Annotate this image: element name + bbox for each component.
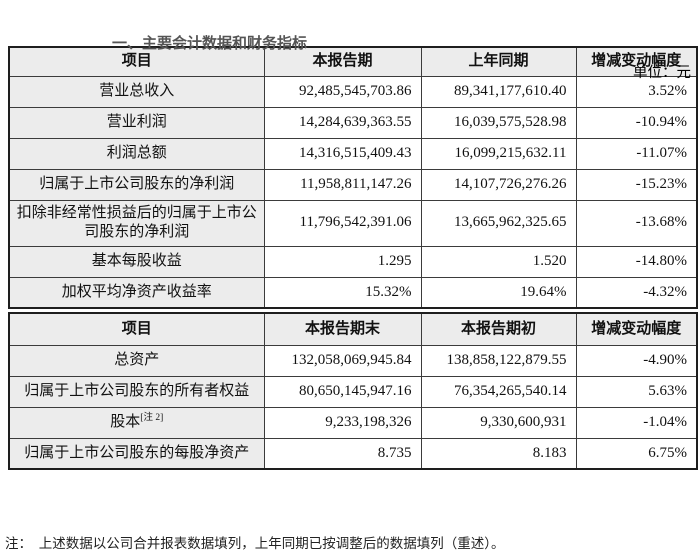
column-header: 项目 (8, 312, 265, 346)
change-value-cell: -13.68% (575, 199, 698, 247)
balance-table-body: 总资产 132,058,069,945.84 138,858,122,879.55-… (8, 344, 698, 470)
table-row: 归属于上市公司股东的所有者权益 80,650,145,947.16 76,354,2… (8, 375, 698, 408)
amount-value-cell: 138,858,122,879.55 (420, 344, 577, 377)
amount-value-cell: 9,330,600,931 (420, 406, 577, 439)
table-row: 利润总额 14,316,515,409.43 16,099,215,632.11 -1… (8, 137, 698, 170)
column-header: 项目 (8, 46, 265, 77)
row-label-cell: 总资产 (8, 344, 265, 377)
row-label-cell: 利润总额 (8, 137, 265, 170)
amount-value-cell: 15.32% (263, 276, 422, 309)
table-row: 营业利润 14,284,639,363.55 16,039,575,528.98 -1… (8, 106, 698, 139)
change-value-cell: 6.75% (575, 437, 698, 470)
row-label: 基本每股收益 (91, 252, 182, 269)
amount-value-cell: 1.295 (263, 245, 422, 278)
amount-value-cell: 14,107,726,276.26 (420, 168, 577, 201)
amount-value-cell: 19.64% (420, 276, 577, 309)
row-label: 归属于上市公司股东的每股净资产 (24, 444, 250, 461)
amount-value-cell: 8.735 (263, 437, 422, 470)
amount-value-cell: 92,485,545,703.86 (263, 75, 422, 108)
table-row: 加权平均净资产收益率 15.32% 19.64% -4.32% (8, 276, 698, 309)
row-label-cell: 归属于上市公司股东的所有者权益 (8, 375, 265, 408)
row-label-cell: 营业总收入 (8, 75, 265, 108)
amount-value-cell: 11,958,811,147.26 (263, 168, 422, 201)
row-label: 营业总收入 (99, 82, 175, 99)
change-value-cell: 3.52% (575, 75, 698, 108)
amount-value-cell: 80,650,145,947.16 (263, 375, 422, 408)
amount-value-cell: 13,665,962,325.65 (420, 199, 577, 247)
row-label: 总资产 (114, 351, 160, 368)
column-header: 上年同期 (420, 46, 577, 77)
table-row: 归属于上市公司股东的每股净资产 8.735 8.183 6.75% (8, 437, 698, 470)
change-value-cell: -14.80% (575, 245, 698, 278)
change-value-cell: 5.63% (575, 375, 698, 408)
amount-value-cell: 132,058,069,945.84 (263, 344, 422, 377)
table-row: 总资产 132,058,069,945.84 138,858,122,879.55-… (8, 344, 698, 377)
row-label: 归属于上市公司股东的所有者权益 (24, 382, 250, 399)
row-label-cell: 营业利润 (8, 106, 265, 139)
income-metrics-table: 项目 本报告期 上年同期 增减变动幅度 营业总收入 92,485,545,703.86 8… (8, 46, 698, 309)
column-header: 本报告期初 (420, 312, 577, 346)
row-label: 扣除非经常性损益后的归属于上市公司股东的净利润 (16, 204, 257, 241)
change-value-cell: -1.04% (575, 406, 698, 439)
row-label-cell: 归属于上市公司股东的净利润 (8, 168, 265, 201)
section-heading-clipped: 一、主要会计数据和财务指标 (112, 36, 308, 52)
balance-table-header: 项目 本报告期末 本报告期初 增减变动幅度 (8, 312, 698, 346)
change-value-cell: -10.94% (575, 106, 698, 139)
amount-value-cell: 14,316,515,409.43 (263, 137, 422, 170)
row-label: 加权平均净资产收益率 (61, 283, 212, 300)
row-label-note-superscript: [注 2] (140, 412, 164, 423)
amount-value-cell: 1.520 (420, 245, 577, 278)
row-label: 营业利润 (106, 113, 167, 130)
table-row: 归属于上市公司股东的净利润 11,958,811,147.26 14,107,726… (8, 168, 698, 201)
amount-value-cell: 9,233,198,326 (263, 406, 422, 439)
header-row: 项目 本报告期末 本报告期初 增减变动幅度 (8, 312, 698, 346)
table-row: 扣除非经常性损益后的归属于上市公司股东的净利润 11,796,542,391.06… (8, 199, 698, 247)
row-label: 股本 (110, 413, 141, 430)
table-row: 基本每股收益 1.295 1.520 -14.80% (8, 245, 698, 278)
amount-value-cell: 14,284,639,363.55 (263, 106, 422, 139)
table-row: 营业总收入 92,485,545,703.86 89,341,177,610.40 3… (8, 75, 698, 108)
income-table-body: 营业总收入 92,485,545,703.86 89,341,177,610.40 3… (8, 75, 698, 309)
amount-value-cell: 16,099,215,632.11 (420, 137, 577, 170)
column-header: 增减变动幅度 (575, 46, 698, 77)
column-header: 增减变动幅度 (575, 312, 698, 346)
amount-value-cell: 89,341,177,610.40 (420, 75, 577, 108)
row-label-cell: 股本[注 2] (8, 406, 265, 439)
amount-value-cell: 8.183 (420, 437, 577, 470)
change-value-cell: -4.32% (575, 276, 698, 309)
header-row: 项目 本报告期 上年同期 增减变动幅度 (8, 46, 698, 77)
row-label-cell: 加权平均净资产收益率 (8, 276, 265, 309)
table-row: 股本[注 2] 9,233,198,326 9,330,600,931 -1.04% (8, 406, 698, 439)
change-value-cell: -11.07% (575, 137, 698, 170)
amount-value-cell: 11,796,542,391.06 (263, 199, 422, 247)
unit-label: 单位：元 (633, 65, 691, 81)
change-value-cell: -15.23% (575, 168, 698, 201)
income-table-header: 项目 本报告期 上年同期 增减变动幅度 (8, 46, 698, 77)
change-value-cell: -4.90% (575, 344, 698, 377)
footnote-clipped: 注： 上述数据以公司合并报表数据填列，上年同期已按调整后的数据填列（重述）。 (5, 536, 505, 551)
amount-value-cell: 76,354,265,540.14 (420, 375, 577, 408)
row-label: 利润总额 (106, 144, 167, 161)
row-label-cell: 扣除非经常性损益后的归属于上市公司股东的净利润 (8, 199, 265, 247)
balance-metrics-table: 项目 本报告期末 本报告期初 增减变动幅度 总资产 132,058,069,945.84… (8, 312, 698, 470)
amount-value-cell: 16,039,575,528.98 (420, 106, 577, 139)
row-label-cell: 基本每股收益 (8, 245, 265, 278)
row-label-cell: 归属于上市公司股东的每股净资产 (8, 437, 265, 470)
column-header: 本报告期末 (263, 312, 422, 346)
row-label: 归属于上市公司股东的净利润 (39, 175, 235, 192)
